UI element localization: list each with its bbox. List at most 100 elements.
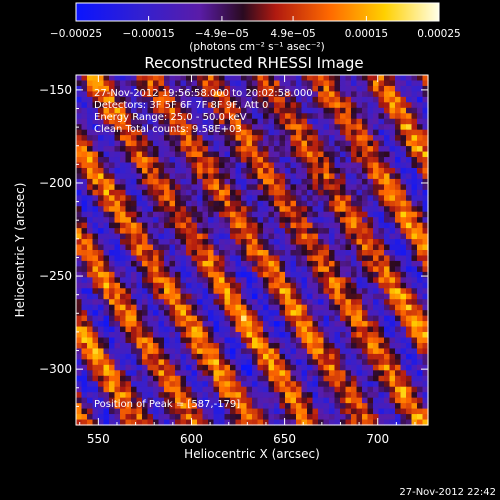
heatmap-cell [263, 282, 270, 289]
heatmap-cell [120, 146, 127, 153]
heatmap-cell [378, 167, 385, 175]
heatmap-cell [230, 337, 237, 344]
heatmap-cell [329, 250, 336, 257]
heatmap-cell [120, 151, 127, 158]
heatmap-cell [81, 359, 88, 366]
heatmap-cell [329, 386, 336, 393]
heatmap-cell [345, 162, 352, 169]
heatmap-cell [252, 419, 259, 426]
heatmap-cell [246, 129, 253, 136]
heatmap-cell [252, 146, 259, 153]
heatmap-cell [109, 91, 116, 98]
heatmap-cell [340, 162, 347, 169]
heatmap-cell [384, 321, 391, 328]
heatmap-cell [81, 397, 88, 404]
heatmap-cell [235, 140, 242, 147]
heatmap-cell [252, 359, 259, 366]
heatmap-cell [257, 419, 264, 426]
heatmap-cell [191, 244, 198, 251]
heatmap-cell [307, 299, 314, 306]
heatmap-cell [147, 200, 154, 207]
heatmap-cell [406, 233, 413, 240]
heatmap-cell [153, 419, 160, 426]
heatmap-cell [186, 282, 193, 289]
heatmap-cell [98, 167, 105, 175]
heatmap-cell [180, 271, 187, 278]
heatmap-cell [92, 386, 99, 393]
heatmap-cell [318, 250, 325, 257]
heatmap-cell [213, 184, 220, 191]
heatmap-cell [334, 233, 341, 240]
heatmap-cell [334, 217, 341, 224]
heatmap-cell [323, 299, 330, 306]
heatmap-cell [406, 332, 413, 339]
heatmap-cell [373, 140, 380, 147]
heatmap-cell [136, 342, 143, 350]
heatmap-cell [274, 167, 281, 175]
heatmap-cell [197, 250, 204, 257]
heatmap-cell [285, 80, 292, 87]
heatmap-cell [175, 184, 182, 191]
heatmap-cell [87, 118, 94, 125]
heatmap-cell [180, 217, 187, 224]
heatmap-cell [125, 375, 132, 382]
heatmap-cell [395, 403, 402, 410]
heatmap-cell [87, 282, 94, 289]
heatmap-cell [334, 381, 341, 388]
heatmap-cell [263, 348, 270, 355]
heatmap-cell [373, 348, 380, 355]
heatmap-cell [323, 397, 330, 404]
heatmap-cell [197, 310, 204, 317]
heatmap-cell [158, 135, 165, 142]
heatmap-cell [351, 359, 358, 366]
heatmap-cell [164, 217, 171, 224]
heatmap-cell [252, 370, 259, 377]
heatmap-cell [422, 337, 429, 344]
heatmap-cell [114, 85, 121, 93]
heatmap-cell [279, 310, 286, 317]
heatmap-cell [263, 195, 270, 202]
heatmap-cell [153, 124, 160, 131]
heatmap-cell [147, 146, 154, 153]
heatmap-cell [290, 80, 297, 87]
heatmap-cell [213, 321, 220, 328]
heatmap-cell [109, 178, 116, 185]
heatmap-cell [213, 299, 220, 306]
heatmap-cell [329, 359, 336, 366]
heatmap-cell [169, 260, 176, 268]
heatmap-cell [191, 299, 198, 306]
heatmap-cell [263, 189, 270, 196]
heatmap-cell [142, 332, 149, 339]
heatmap-cell [351, 80, 358, 87]
heatmap-cell [367, 85, 374, 93]
heatmap-cell [389, 315, 396, 322]
heatmap-cell [98, 140, 105, 147]
heatmap-cell [252, 75, 259, 82]
heatmap-cell [301, 353, 308, 360]
heatmap-cell [109, 392, 116, 399]
heatmap-cell [257, 381, 264, 388]
heatmap-cell [87, 184, 94, 191]
heatmap-cell [230, 315, 237, 322]
heatmap-cell [76, 140, 83, 147]
heatmap-cell [92, 85, 99, 93]
heatmap-cell [175, 178, 182, 185]
heatmap-cell [285, 173, 292, 180]
heatmap-cell [279, 255, 286, 262]
heatmap-cell [367, 414, 374, 421]
heatmap-cell [406, 102, 413, 109]
heatmap-cell [142, 75, 149, 82]
heatmap-cell [98, 233, 105, 240]
heatmap-cell [334, 206, 341, 213]
heatmap-cell [411, 118, 418, 125]
heatmap-cell [296, 337, 303, 344]
heatmap-cell [323, 75, 330, 82]
heatmap-cell [334, 96, 341, 103]
heatmap-cell [191, 96, 198, 103]
heatmap-cell [98, 321, 105, 328]
heatmap-cell [351, 392, 358, 399]
heatmap-cell [367, 228, 374, 235]
heatmap-cell [285, 211, 292, 218]
heatmap-cell [395, 342, 402, 350]
heatmap-cell [169, 107, 176, 114]
